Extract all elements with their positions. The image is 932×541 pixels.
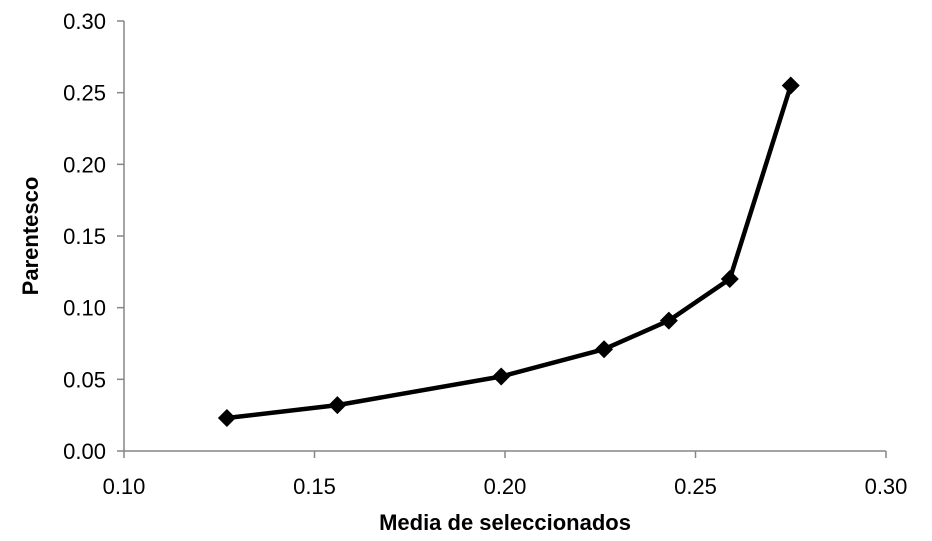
- data-point-marker: [720, 270, 739, 288]
- x-tick-label: 0.30: [865, 474, 908, 499]
- series-layer: [217, 76, 800, 428]
- data-point-marker: [781, 76, 800, 95]
- y-tick-label: 0.05: [63, 367, 106, 392]
- series-line: [224, 83, 794, 421]
- y-tick-label: 0.30: [63, 9, 106, 34]
- data-point-marker: [659, 311, 678, 330]
- y-tick-label: 0.20: [63, 152, 106, 177]
- y-axis-ticks: 0.00 0.05 0.10 0.15 0.20 0.25 0.30: [63, 9, 124, 464]
- y-tick-label: 0.10: [63, 296, 106, 321]
- x-tick-label: 0.10: [103, 474, 146, 499]
- x-axis-title: Media de seleccionados: [379, 510, 631, 535]
- data-point-marker: [595, 340, 614, 359]
- x-tick-label: 0.25: [674, 474, 717, 499]
- data-point-marker: [328, 396, 347, 415]
- y-tick-label: 0.00: [63, 439, 106, 464]
- data-point-marker: [492, 367, 511, 386]
- y-tick-label: 0.15: [63, 224, 106, 249]
- axes: [123, 21, 886, 452]
- y-tick-label: 0.25: [63, 81, 106, 106]
- x-tick-label: 0.20: [484, 474, 527, 499]
- x-tick-label: 0.15: [293, 474, 336, 499]
- x-axis-ticks: 0.10 0.15 0.20 0.25 0.30: [103, 451, 908, 499]
- y-axis-title: Parentesco: [18, 177, 43, 296]
- data-point-marker: [217, 409, 236, 428]
